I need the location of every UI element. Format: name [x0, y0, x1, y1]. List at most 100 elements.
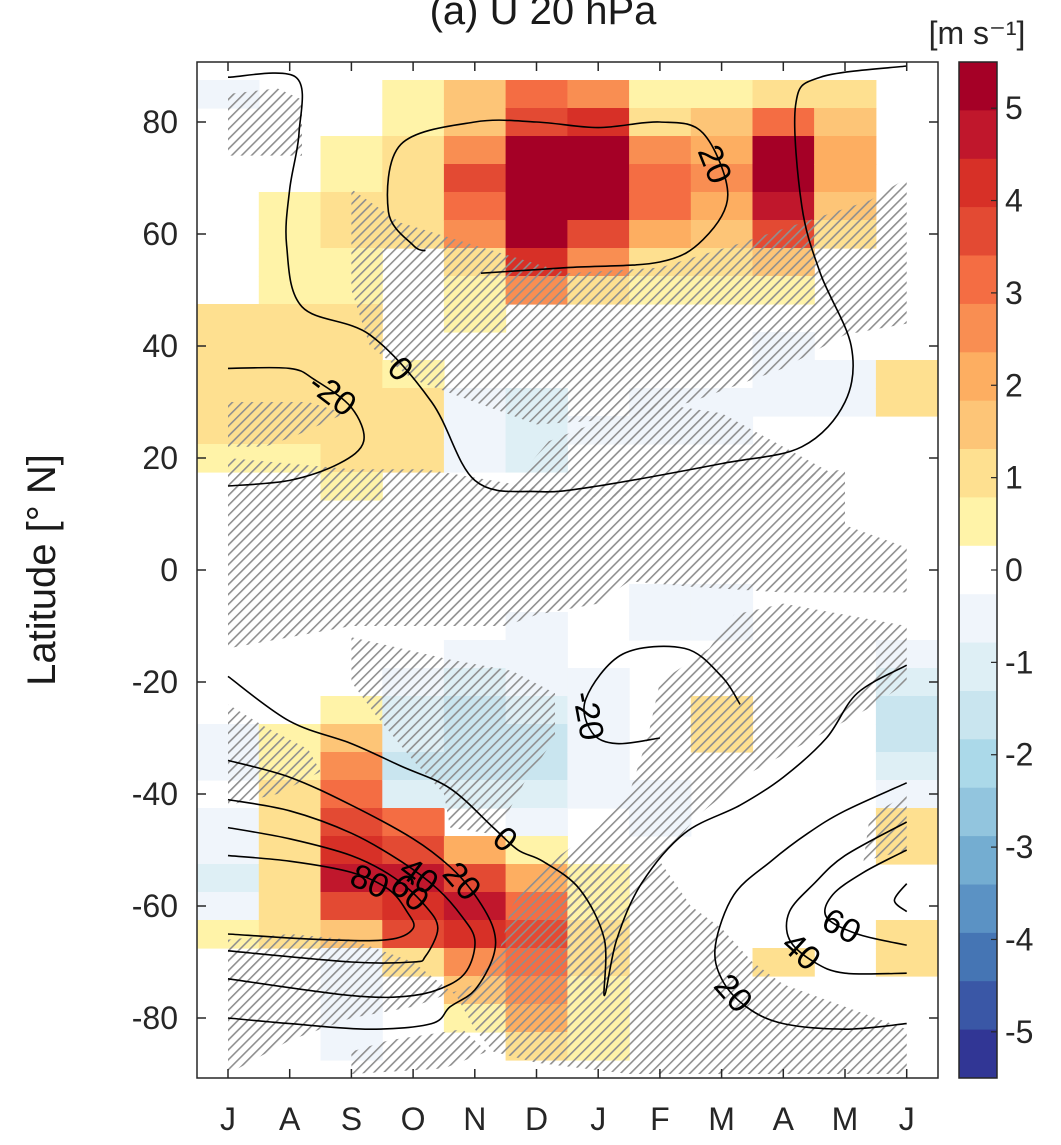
y-tick-label: 0 — [160, 552, 178, 588]
heatmap-cell — [567, 752, 630, 781]
heatmap-cell — [382, 416, 445, 445]
y-axis-label: Latitude [° N] — [20, 454, 64, 686]
contour-line — [227, 759, 497, 1031]
heatmap-cell — [443, 416, 507, 445]
heatmap-cell — [567, 80, 630, 109]
heatmap-cell — [320, 724, 383, 753]
heatmap-cell — [629, 612, 692, 641]
contour-line — [893, 883, 908, 913]
colorbar-segment — [959, 352, 997, 402]
x-tick-label: M — [708, 1101, 735, 1137]
y-tick-label: -60 — [132, 888, 178, 924]
colorbar-segment — [959, 62, 997, 111]
heatmap-cell — [814, 108, 877, 137]
heatmap-cell — [258, 360, 322, 389]
heatmap-cell — [382, 836, 445, 865]
colorbar-segment — [959, 303, 997, 353]
x-tick-label: F — [650, 1101, 670, 1137]
heatmap-cell — [752, 164, 815, 193]
heatmap-cell — [567, 192, 630, 221]
heatmap-cell — [320, 836, 383, 865]
hatch-region — [351, 637, 555, 834]
hatch-region — [228, 458, 907, 649]
x-tick-label: M — [832, 1101, 859, 1137]
heatmap-cell — [629, 164, 692, 193]
contour-line — [227, 366, 365, 487]
y-tick-label: 60 — [142, 216, 178, 252]
colorbar-segment — [959, 787, 997, 837]
contour-line — [227, 65, 907, 493]
heatmap-cell — [258, 304, 322, 333]
heatmap-cell — [197, 892, 260, 921]
contour-line — [714, 782, 908, 1031]
heatmap-cell — [875, 724, 938, 753]
heatmap-cell — [752, 388, 815, 417]
heatmap-cell — [814, 136, 877, 165]
y-tick-label: -80 — [132, 1000, 178, 1036]
hatch-region — [351, 1029, 488, 1074]
heatmap-cell — [258, 808, 322, 837]
colorbar-tick-label: 1 — [1005, 460, 1023, 496]
heatmap-cell — [258, 892, 322, 921]
colorbar-segment — [959, 691, 997, 740]
hatch-region — [863, 794, 907, 862]
heatmap-cell — [443, 864, 507, 893]
contour-line — [785, 821, 908, 975]
heatmap-cell — [875, 696, 938, 725]
heatmap-cell — [382, 864, 445, 893]
heatmap-cell — [443, 136, 507, 165]
colorbar-tick-label: -2 — [1005, 737, 1033, 773]
heatmap-cell — [443, 192, 507, 221]
hatch-region — [351, 178, 907, 425]
contour-line — [227, 664, 908, 997]
heatmap-cell — [814, 80, 877, 109]
heatmap-cell — [814, 360, 877, 389]
heatmap-cell — [382, 388, 445, 417]
heatmap-cell — [629, 80, 692, 109]
heatmap-cell — [382, 80, 445, 109]
heatmap-cell — [875, 388, 938, 417]
heatmap-cell — [567, 696, 630, 725]
heatmap-cell — [567, 780, 630, 809]
colorbar-segment — [959, 739, 997, 789]
x-tick-label: A — [279, 1101, 301, 1137]
colorbar-tick-label: 4 — [1005, 183, 1023, 219]
heatmap-cell — [382, 192, 445, 221]
colorbar-tick-label: -5 — [1005, 1014, 1033, 1050]
colorbar-tick-label: 3 — [1005, 275, 1023, 311]
plot-area: 020-20-20020406080204060 — [197, 65, 938, 1074]
colorbar-segment — [959, 545, 997, 595]
heatmap-cell — [690, 136, 754, 165]
contour-line — [583, 645, 741, 745]
heatmap-cell — [197, 332, 260, 361]
colorbar-tick-label: -1 — [1005, 644, 1033, 680]
heatmap-cell — [875, 948, 938, 977]
heatmap-cell — [567, 136, 630, 165]
contour-line — [227, 854, 415, 942]
heatmap-cell — [320, 864, 383, 893]
heatmap-cell — [752, 108, 815, 137]
hatch-region — [228, 88, 302, 156]
y-tick-label: 80 — [142, 104, 178, 140]
colorbar-segment — [959, 836, 997, 885]
heatmap-cell — [320, 136, 383, 165]
heatmap-cell — [505, 164, 568, 193]
contour-line — [824, 849, 908, 946]
colorbar-segment — [959, 932, 997, 982]
heatmap-cell — [382, 108, 445, 137]
heatmap-cell — [752, 192, 815, 221]
contour-line — [386, 119, 729, 274]
heatmap-cell — [320, 416, 383, 445]
heatmap-cell — [875, 920, 938, 949]
y-axis: 80 60 40 20 0 -20 -40 -60 -80 — [132, 104, 938, 1036]
heatmap-cell — [197, 864, 260, 893]
heatmap-cell — [382, 780, 445, 809]
heatmap-cell — [258, 248, 322, 277]
x-tick-label: J — [899, 1101, 915, 1137]
heatmap-cell — [752, 136, 815, 165]
hatch-region — [228, 402, 346, 447]
y-tick-label: -20 — [132, 664, 178, 700]
hatch-region — [567, 861, 617, 1007]
heatmap-cell — [690, 80, 754, 109]
